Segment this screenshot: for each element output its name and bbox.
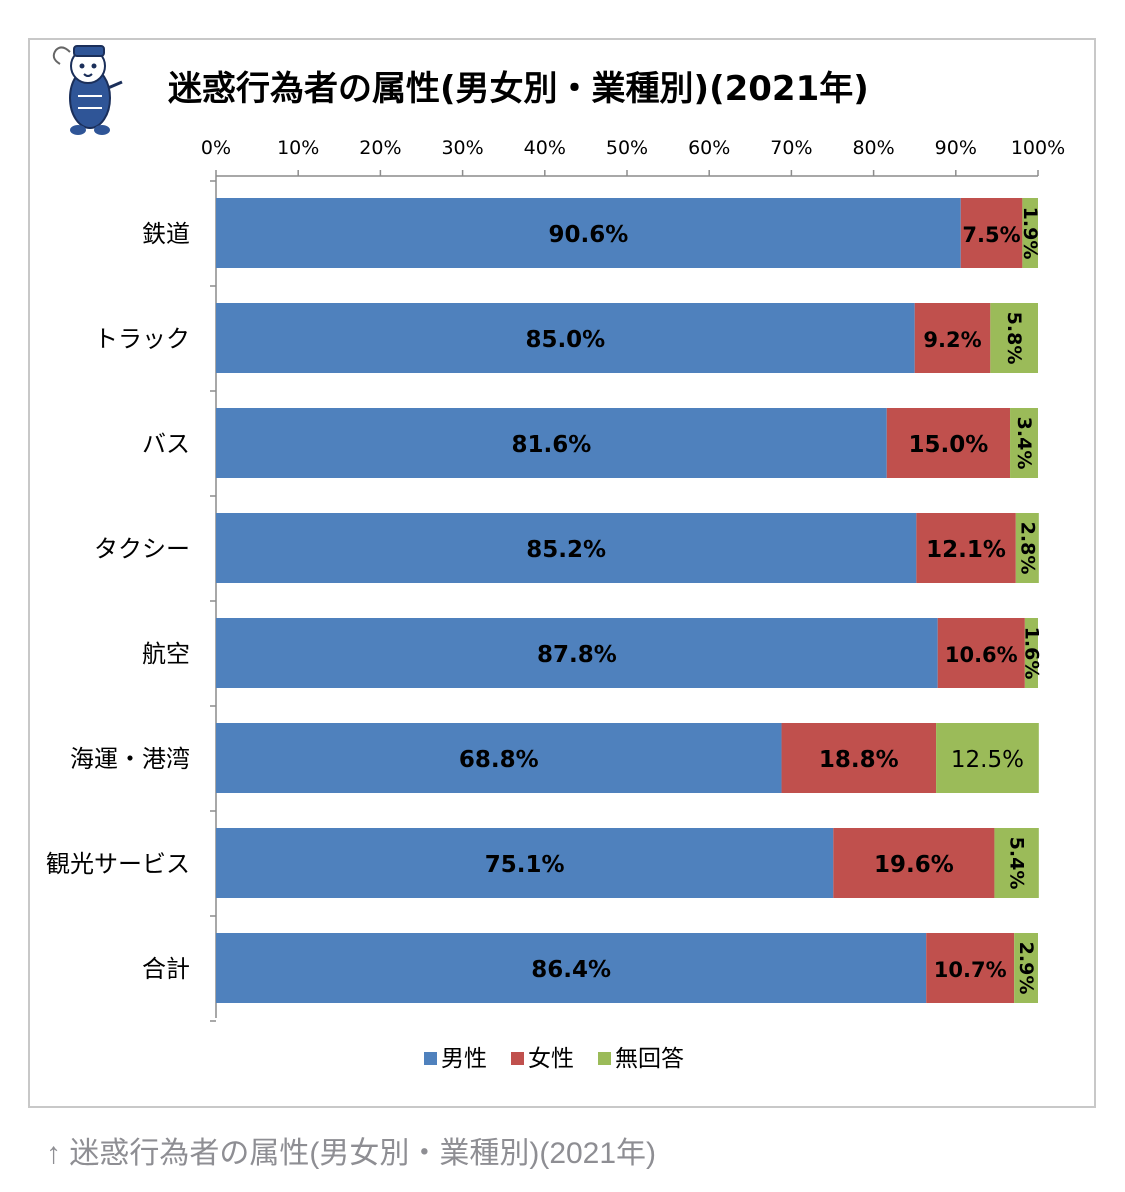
data-label: 75.1% xyxy=(485,852,565,878)
data-label: 3.4% xyxy=(1013,417,1035,470)
data-label: 12.5% xyxy=(951,747,1024,773)
stacked-bar-chart: 迷惑行為者の属性(男女別・業種別)(2021年) 0% 10% 20% 30% 40% 5… xyxy=(0,0,1125,1192)
legend: 男性 女性 無回答 xyxy=(424,1046,684,1072)
x-tick-label: 60% xyxy=(688,137,730,159)
category-label: バス xyxy=(142,430,190,458)
x-tick-label: 80% xyxy=(852,137,894,159)
x-tick-label: 30% xyxy=(441,137,483,159)
data-label: 85.0% xyxy=(525,327,605,353)
legend-swatch xyxy=(598,1052,611,1065)
data-label: 2.9% xyxy=(1015,942,1037,995)
data-label: 7.5% xyxy=(962,223,1020,247)
category-label: 合計 xyxy=(142,955,190,983)
data-label: 5.4% xyxy=(1006,837,1028,890)
x-tick-label: 40% xyxy=(524,137,566,159)
data-label: 5.8% xyxy=(1003,312,1025,365)
category-label: 観光サービス xyxy=(46,850,190,878)
data-label: 68.8% xyxy=(459,747,539,773)
category-label: 鉄道 xyxy=(142,220,190,248)
data-label: 18.8% xyxy=(819,747,899,773)
bars xyxy=(216,198,1039,1003)
x-tick-label: 10% xyxy=(277,137,319,159)
caption-text: 迷惑行為者の属性(男女別・業種別)(2021年) xyxy=(69,1137,656,1170)
data-label: 15.0% xyxy=(909,432,989,458)
x-tick-label: 90% xyxy=(935,137,977,159)
data-label: 1.6% xyxy=(1020,627,1042,680)
data-label: 19.6% xyxy=(874,852,954,878)
legend-label: 女性 xyxy=(528,1046,574,1072)
legend-swatch xyxy=(511,1052,524,1065)
x-tick-label: 0% xyxy=(201,137,231,159)
mascot-railway-cat-icon xyxy=(54,46,122,135)
data-label: 87.8% xyxy=(537,642,617,668)
chart-title: 迷惑行為者の属性(男女別・業種別)(2021年) xyxy=(168,69,869,109)
data-label: 1.9% xyxy=(1019,207,1041,260)
data-label: 9.2% xyxy=(923,328,981,352)
data-label: 90.6% xyxy=(548,222,628,248)
legend-swatch xyxy=(424,1052,437,1065)
x-tick-label: 70% xyxy=(770,137,812,159)
category-label: 海運・港湾 xyxy=(70,745,190,773)
data-label: 86.4% xyxy=(531,957,611,983)
data-label: 12.1% xyxy=(926,537,1006,563)
x-tick-label: 50% xyxy=(606,137,648,159)
category-label: タクシー xyxy=(94,535,190,563)
data-label: 10.7% xyxy=(934,958,1007,982)
category-label: 航空 xyxy=(142,640,190,668)
legend-label: 無回答 xyxy=(615,1046,684,1072)
figure-caption: ↑ 迷惑行為者の属性(男女別・業種別)(2021年) xyxy=(46,1128,656,1172)
x-tick-label: 20% xyxy=(359,137,401,159)
x-tick-label: 100% xyxy=(1011,137,1065,159)
data-label: 81.6% xyxy=(511,432,591,458)
data-label: 10.6% xyxy=(945,643,1018,667)
data-label: 2.8% xyxy=(1016,522,1038,575)
up-arrow-icon: ↑ xyxy=(46,1137,61,1170)
data-label: 85.2% xyxy=(526,537,606,563)
category-label: トラック xyxy=(94,325,190,353)
legend-label: 男性 xyxy=(441,1046,487,1072)
